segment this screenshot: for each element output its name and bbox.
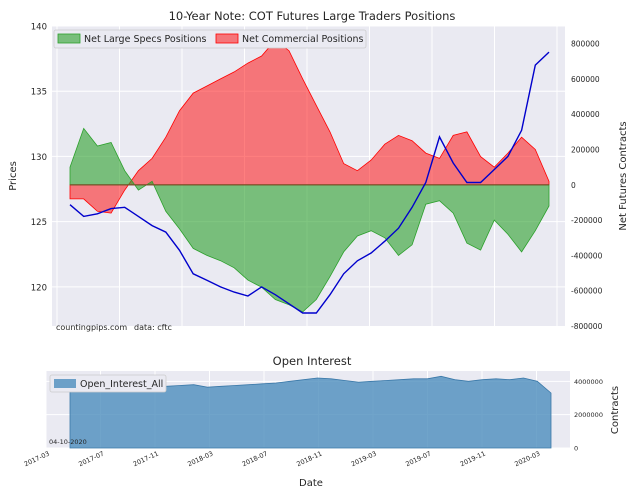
right-axis-ticks: -800000 -600000 -400000 -200000 0 200000 40000…: [571, 40, 603, 331]
date-tick-label: 2019-11: [459, 450, 487, 469]
date-tick-label: 2018-11: [295, 450, 323, 469]
legend-swatch-open-interest: [54, 379, 76, 388]
right-axis-tick-label: 0: [571, 181, 576, 190]
left-axis-tick-label: 120: [31, 283, 47, 293]
bottom-legend: Open_Interest_All: [49, 374, 167, 393]
legend-swatch-specs: [57, 33, 81, 44]
right-axis-tick-label: -800000: [571, 322, 603, 331]
bottom-right-tick-label: 4000000: [574, 378, 603, 386]
price-line: [69, 51, 550, 314]
chart-title: 10-Year Note: COT Futures Large Traders …: [169, 9, 456, 23]
bottom-right-tick-label: 2000000: [574, 411, 603, 419]
right-axis-tick-label: 400000: [571, 110, 600, 119]
date-tick-label: 2017-11: [132, 450, 160, 469]
bottom-chart-title: Open Interest: [273, 354, 352, 368]
left-axis-tick-label: 140: [31, 23, 47, 33]
date-axis-ticks: 2017-03 2017-07 2017-11 2018-03 2018-07 2018-…: [23, 450, 542, 469]
left-axis-tick-label: 135: [31, 88, 47, 98]
left-axis-ticks: 120 125 130 135 140: [31, 23, 47, 294]
date-tick-label: 2018-07: [241, 450, 269, 469]
date-tick-label: 2020-03: [513, 450, 541, 469]
right-axis-tick-label: 200000: [571, 146, 600, 155]
date-tick-label: 2017-03: [23, 450, 51, 469]
right-axis-tick-label: -600000: [571, 287, 603, 296]
bottom-legend-box: [49, 374, 167, 393]
left-axis-tick-label: 130: [31, 153, 47, 163]
top-legend-box: [53, 29, 367, 49]
date-tick-label: 2019-07: [404, 450, 432, 469]
price-line-group: [69, 51, 550, 314]
source-text: data: cftc: [134, 323, 172, 332]
x-axis-label: Date: [299, 478, 323, 489]
left-axis-label: Prices: [8, 161, 19, 191]
bottom-right-axis-ticks: 0 2000000 4000000: [574, 378, 603, 453]
right-axis-label: Net Futures Contracts: [618, 121, 629, 230]
bottom-right-axis-label: Contracts: [610, 386, 621, 434]
legend-label-specs: Net Large Specs Positions: [84, 34, 207, 45]
legend-label-commercial: Net Commercial Positions: [242, 34, 364, 45]
left-axis-tick-label: 125: [31, 218, 47, 228]
right-axis-tick-label: 600000: [571, 75, 600, 84]
legend-label-open-interest: Open_Interest_All: [80, 379, 163, 390]
date-tick-label: 2018-03: [186, 450, 214, 469]
right-axis-tick-label: -200000: [571, 216, 603, 225]
watermark-text: countingpips.com: [56, 323, 127, 332]
legend-swatch-commercial: [215, 33, 239, 44]
top-legend: Net Large Specs Positions Net Commercial…: [53, 29, 367, 49]
date-stamp: 04-10-2020: [49, 438, 87, 446]
date-tick-label: 2017-07: [77, 450, 105, 469]
right-axis-tick-label: 800000: [571, 40, 600, 49]
date-tick-label: 2019-03: [350, 450, 378, 469]
net-large-specs-area: [69, 127, 550, 313]
bottom-right-tick-label: 0: [574, 445, 578, 453]
right-axis-tick-label: -400000: [571, 251, 603, 260]
